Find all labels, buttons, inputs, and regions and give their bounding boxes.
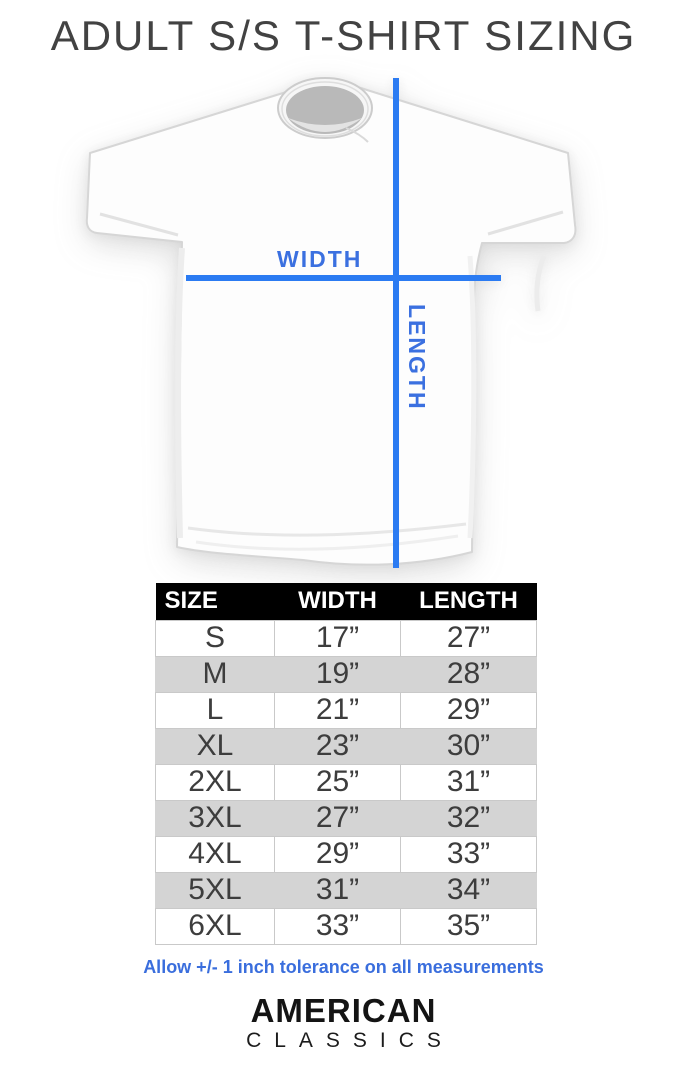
- length-cell: 32”: [400, 799, 537, 837]
- width-cell: 31”: [274, 871, 401, 909]
- width-cell: 21”: [274, 691, 401, 729]
- header-cell-width: WIDTH: [274, 583, 401, 620]
- length-cell: 30”: [400, 727, 537, 765]
- table-row: 2XL 25” 31”: [155, 763, 537, 801]
- size-cell: 2XL: [155, 763, 275, 801]
- size-cell: 6XL: [155, 907, 275, 945]
- size-cell: 4XL: [155, 835, 275, 873]
- length-cell: 31”: [400, 763, 537, 801]
- length-label: LENGTH: [404, 304, 430, 411]
- length-cell: 29”: [400, 691, 537, 729]
- tshirt-image: [85, 77, 577, 568]
- length-cell: 28”: [400, 655, 537, 693]
- brand-logo: AMERICAN CLASSICS: [0, 994, 687, 1051]
- size-cell: 5XL: [155, 871, 275, 909]
- width-cell: 17”: [274, 619, 401, 657]
- width-cell: 23”: [274, 727, 401, 765]
- width-cell: 27”: [274, 799, 401, 837]
- size-cell: S: [155, 619, 275, 657]
- size-table: SIZE WIDTH LENGTH S 17” 27” M 19” 28” L …: [155, 583, 537, 945]
- length-cell: 27”: [400, 619, 537, 657]
- width-cell: 25”: [274, 763, 401, 801]
- length-cell: 33”: [400, 835, 537, 873]
- tolerance-note: Allow +/- 1 inch tolerance on all measur…: [143, 957, 544, 977]
- length-cell: 35”: [400, 907, 537, 945]
- table-row: 4XL 29” 33”: [155, 835, 537, 873]
- table-row: S 17” 27”: [155, 619, 537, 657]
- width-label: WIDTH: [277, 246, 363, 272]
- table-row: 5XL 31” 34”: [155, 871, 537, 909]
- table-row: XL 23” 30”: [155, 727, 537, 765]
- table-row: 3XL 27” 32”: [155, 799, 537, 837]
- page-title: ADULT S/S T-SHIRT SIZING: [50, 12, 637, 59]
- length-measure-line: [393, 78, 399, 568]
- size-cell: L: [155, 691, 275, 729]
- logo-secondary-text: CLASSICS: [246, 1029, 454, 1052]
- header-cell-length: LENGTH: [400, 583, 537, 620]
- size-cell: XL: [155, 727, 275, 765]
- length-cell: 34”: [400, 871, 537, 909]
- table-row: 6XL 33” 35”: [155, 907, 537, 945]
- logo-primary-text: AMERICAN: [250, 992, 437, 1029]
- width-cell: 29”: [274, 835, 401, 873]
- header-cell-size: SIZE: [155, 583, 275, 620]
- tshirt-diagram: [78, 76, 612, 578]
- width-cell: 19”: [274, 655, 401, 693]
- size-cell: M: [155, 655, 275, 693]
- table-header-row: SIZE WIDTH LENGTH: [155, 583, 537, 620]
- size-cell: 3XL: [155, 799, 275, 837]
- table-row: M 19” 28”: [155, 655, 537, 693]
- width-measure-line: [186, 275, 501, 281]
- table-row: L 21” 29”: [155, 691, 537, 729]
- width-cell: 33”: [274, 907, 401, 945]
